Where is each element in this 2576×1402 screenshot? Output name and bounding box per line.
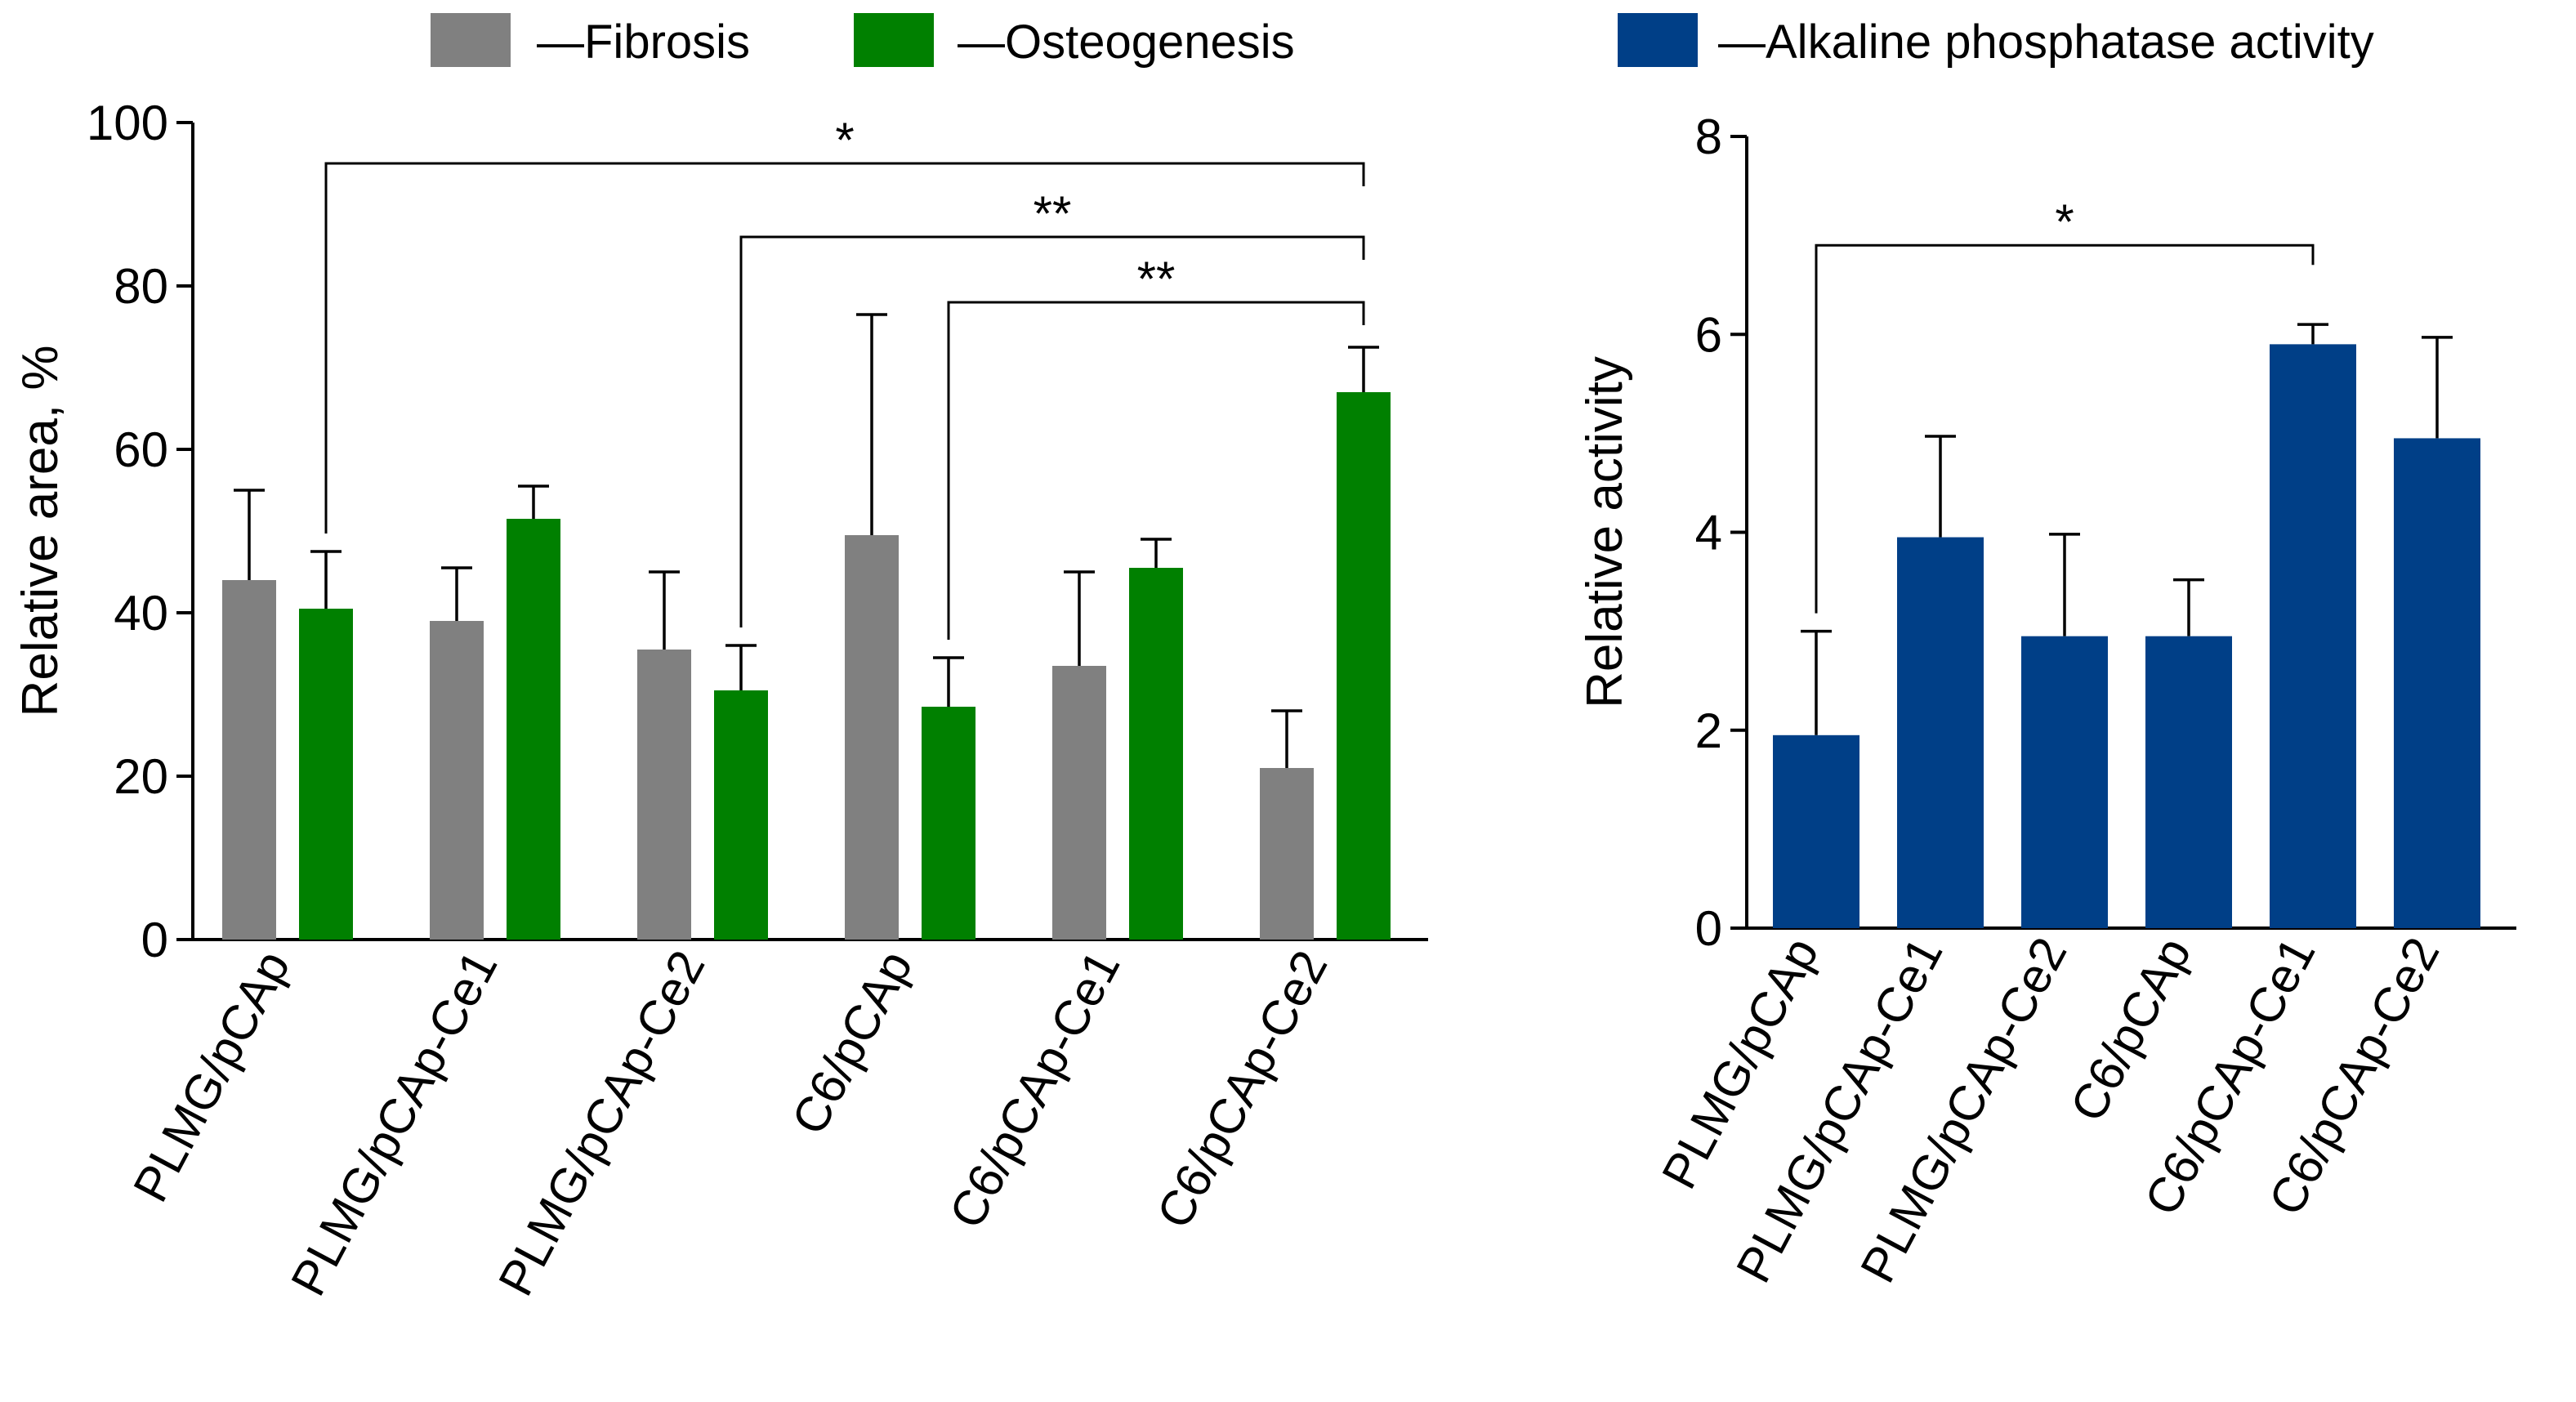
y-tick-label: 20 (114, 749, 168, 804)
legend-swatch-alkaline-phosphatase (1618, 13, 1698, 67)
y-tick-label: 40 (114, 586, 168, 641)
significance-label-2: ** (1034, 186, 1072, 241)
x-tick-label-c6-pcap-ce1: C6/pCAp-Ce1 (939, 942, 1131, 1237)
bar-fibrosis-plmg-pcap (222, 580, 276, 940)
bar-osteogenesis-c6-pcap-ce1 (1129, 568, 1183, 940)
bar-fibrosis-c6-pcap (845, 535, 899, 940)
bar-alkaline-phosphatase-activity-c6-pcap (2145, 636, 2232, 928)
y-tick-label: 6 (1695, 307, 1722, 362)
x-tick-label-plmg-pcap: PLMG/pCAp (123, 942, 300, 1211)
y-axis-title: Relative area, % (12, 346, 69, 717)
y-tick-label: 4 (1695, 506, 1722, 560)
legend-right: —Alkaline phosphatase activity (1618, 13, 2374, 69)
bar-alkaline-phosphatase-activity-plmg-pcap-ce1 (1897, 537, 1984, 928)
x-tick-label-plmg-pcap-ce1: PLMG/pCAp-Ce1 (280, 942, 507, 1305)
x-tick-label-c6-pcap: C6/pCAp (781, 942, 922, 1143)
x-tick-label-c6-pcap: C6/pCAp (2060, 929, 2201, 1130)
bar-alkaline-phosphatase-activity-plmg-pcap (1773, 734, 1859, 928)
bar-alkaline-phosphatase-activity-plmg-pcap-ce2 (2021, 636, 2108, 928)
y-axis-title: Relative activity (1577, 356, 1633, 708)
legend-item-alkaline-phosphatase: —Alkaline phosphatase activity (1618, 13, 2374, 69)
bar-alkaline-phosphatase-activity-c6-pcap-ce2 (2394, 438, 2480, 928)
y-tick-label: 80 (114, 259, 168, 314)
legend-label-alkaline-phosphatase: —Alkaline phosphatase activity (1718, 16, 2374, 69)
significance-label-3: ** (1137, 252, 1176, 306)
y-tick-label: 8 (1695, 109, 1722, 164)
legend-label-fibrosis: —Fibrosis (537, 16, 750, 69)
y-tick-label: 100 (87, 96, 168, 150)
bar-fibrosis-c6-pcap-ce2 (1260, 768, 1314, 940)
legend-item-fibrosis: —Fibrosis (431, 13, 750, 69)
y-tick-label: 60 (114, 422, 168, 477)
legend-label-osteogenesis: —Osteogenesis (958, 16, 1295, 69)
significance-bracket-2 (739, 235, 1365, 627)
legend-item-osteogenesis: —Osteogenesis (854, 13, 1295, 69)
x-tick-label-c6-pcap-ce2: C6/pCAp-Ce2 (1146, 942, 1338, 1237)
significance-label-1: * (835, 113, 854, 167)
legend-left: —Fibrosis —Osteogenesis (431, 13, 1295, 69)
bar-osteogenesis-plmg-pcap-ce1 (507, 519, 560, 940)
bar-osteogenesis-plmg-pcap (299, 609, 353, 940)
bar-osteogenesis-c6-pcap-ce2 (1337, 392, 1391, 940)
bar-fibrosis-c6-pcap-ce1 (1052, 666, 1106, 940)
significance-bracket-1 (324, 162, 1365, 534)
legend-swatch-osteogenesis (854, 13, 934, 67)
bar-fibrosis-plmg-pcap-ce2 (637, 650, 691, 940)
legend-swatch-fibrosis (431, 13, 511, 67)
bar-alkaline-phosphatase-activity-c6-pcap-ce1 (2270, 344, 2356, 928)
bar-osteogenesis-plmg-pcap-ce2 (714, 690, 768, 940)
significance-label-1: * (2055, 194, 2074, 249)
significance-bracket-1 (1815, 243, 2315, 614)
y-tick-label: 2 (1695, 703, 1722, 758)
x-tick-label-plmg-pcap-ce2: PLMG/pCAp-Ce2 (488, 942, 715, 1305)
y-tick-label: 0 (141, 913, 168, 967)
bar-fibrosis-plmg-pcap-ce1 (430, 621, 484, 940)
bar-osteogenesis-c6-pcap (922, 707, 975, 940)
y-tick-label: 0 (1695, 901, 1722, 956)
significance-bracket-3 (947, 301, 1365, 640)
